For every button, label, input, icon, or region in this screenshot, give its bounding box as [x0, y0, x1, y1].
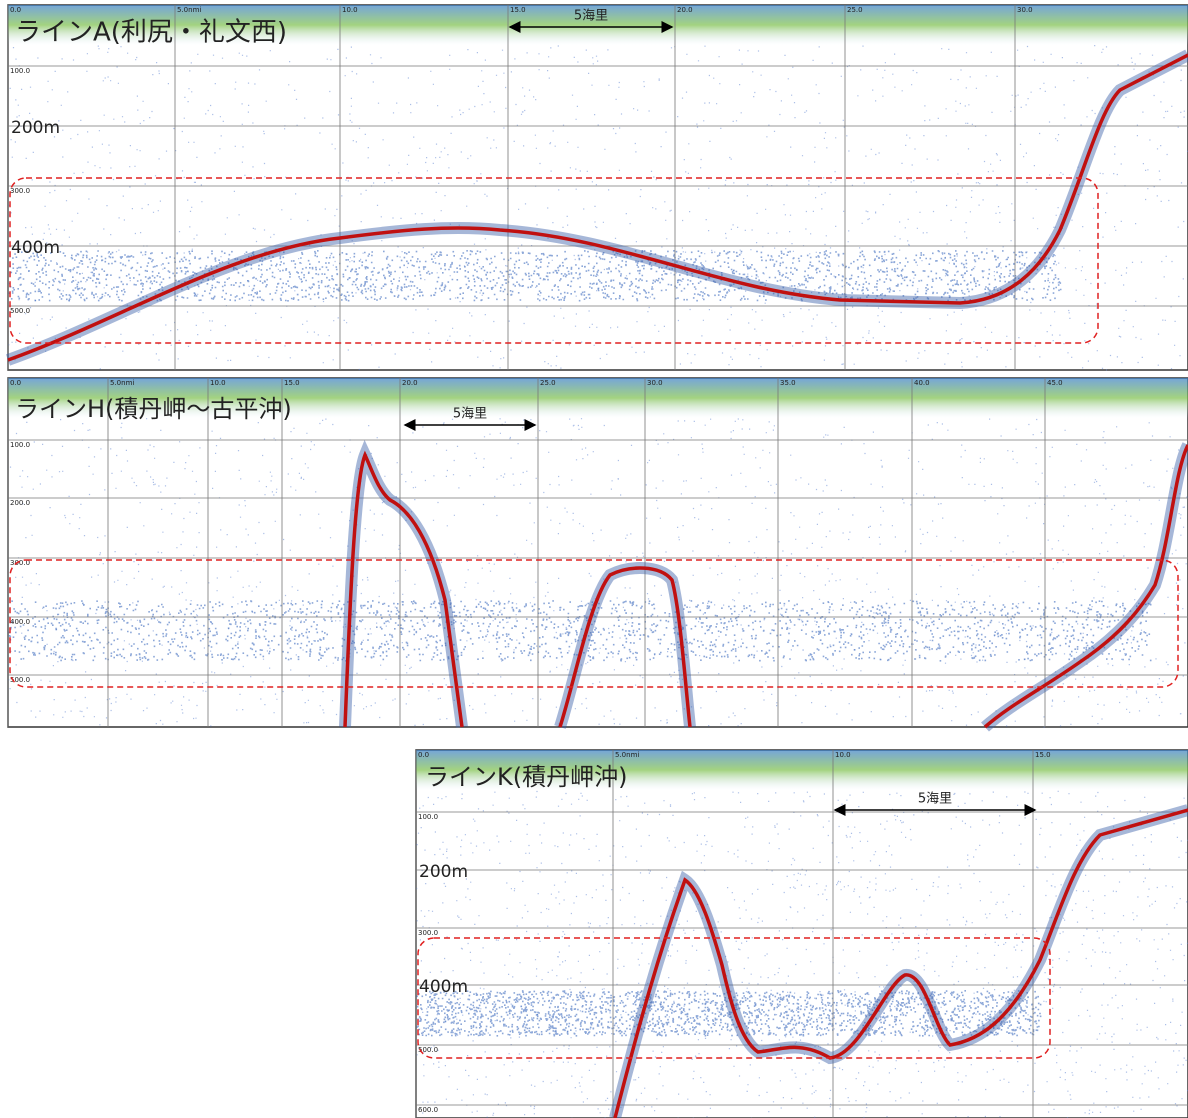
depth-label: 200m: [11, 118, 60, 138]
distance-label: 15.0: [284, 379, 300, 387]
distance-label: 5.0nmi: [615, 751, 639, 759]
distance-label: 35.0: [780, 379, 796, 387]
depth-label: 200m: [419, 862, 468, 882]
depth-label: 400m: [419, 977, 468, 997]
distance-label: 25.0: [540, 379, 556, 387]
depth-label: 100.0: [418, 813, 438, 821]
distance-label: 5.0nmi: [177, 6, 201, 14]
panel-title: ラインH(積丹岬～古平沖): [15, 395, 292, 423]
distance-label: 10.0: [835, 751, 851, 759]
depth-label: 200.0: [10, 499, 30, 507]
distance-label: 30.0: [647, 379, 663, 387]
panel-title: ラインA(利尻・礼文西): [15, 18, 287, 48]
distance-label: 10.0: [210, 379, 226, 387]
distance-label: 20.0: [402, 379, 418, 387]
distance-label: 5.0nmi: [110, 379, 134, 387]
figure: 0.0 5.0nmi 10.0 15.0 20.0 25.0 30.0 100.0 200m 30…: [0, 0, 1188, 1118]
panel-bg: [416, 750, 1188, 1118]
depth-label: 500.0: [10, 307, 30, 315]
scale-label: 5海里: [453, 407, 487, 422]
distance-label: 20.0: [677, 6, 693, 14]
depth-label: 100.0: [10, 441, 30, 449]
distance-label: 40.0: [914, 379, 930, 387]
distance-label: 15.0: [1035, 751, 1051, 759]
distance-label: 15.0: [510, 6, 526, 14]
panel-bg: [8, 5, 1188, 370]
distance-label: 0.0: [10, 379, 21, 387]
depth-label: 300.0: [10, 187, 30, 195]
echogram-panel: 0.0 5.0nmi 10.0 15.0 20.0 25.0 30.0 35.0 40.0 45.…: [8, 378, 1188, 728]
distance-label: 30.0: [1017, 6, 1033, 14]
scale-label: 5海里: [574, 9, 608, 24]
depth-label: 300.0: [418, 929, 438, 937]
depth-label: 400.0: [10, 618, 30, 626]
distance-label: 10.0: [342, 6, 358, 14]
depth-label: 600.0: [418, 1106, 438, 1114]
distance-label: 25.0: [847, 6, 863, 14]
scale-label: 5海里: [918, 792, 952, 807]
echogram-panel: 0.0 5.0nmi 10.0 15.0 20.0 25.0 30.0 100.0 200m 30…: [8, 5, 1188, 371]
distance-label: 0.0: [10, 6, 21, 14]
depth-label: 100.0: [10, 67, 30, 75]
distance-label: 0.0: [418, 751, 429, 759]
panel-title: ラインK(積丹岬沖): [425, 763, 627, 791]
depth-label: 400m: [11, 238, 60, 258]
distance-label: 45.0: [1047, 379, 1063, 387]
